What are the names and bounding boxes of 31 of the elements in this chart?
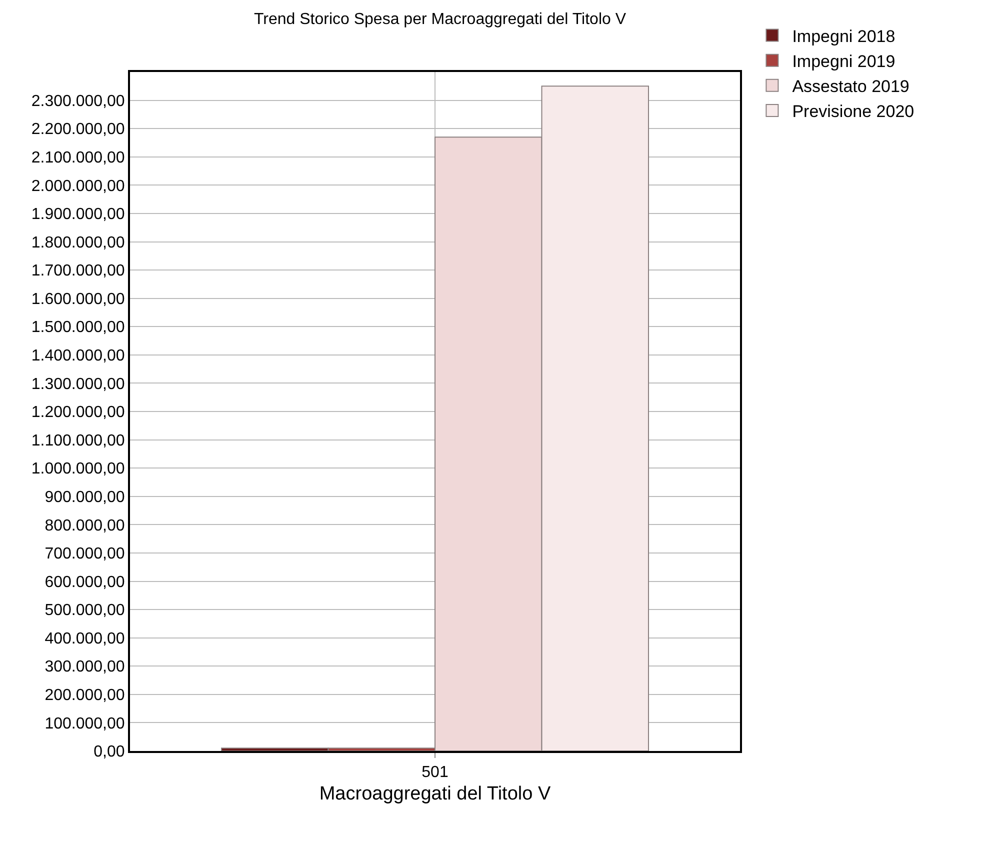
- y-tick-label: 100.000,00: [44, 715, 125, 732]
- y-tick-label: 200.000,00: [44, 687, 125, 704]
- y-tick-label: 2.300.000,00: [31, 92, 125, 110]
- y-tick-label: 1.300.000,00: [31, 376, 125, 393]
- y-tick-label: 400.000,00: [44, 630, 125, 648]
- x-tick-label: 501: [422, 764, 448, 782]
- y-tick-label: 2.000.000,00: [31, 178, 125, 195]
- y-tick-label: 1.700.000,00: [31, 262, 125, 280]
- y-tick-label: 0,00: [94, 744, 125, 761]
- y-tick-label: 500.000,00: [44, 602, 125, 620]
- y-tick-label: 2.100.000,00: [31, 149, 125, 166]
- y-tick-label: 1.600.000,00: [31, 290, 125, 308]
- y-tick-label: 700.000,00: [44, 546, 125, 563]
- y-tick-label: 800.000,00: [44, 517, 125, 534]
- legend-label: Impegni 2018: [792, 26, 896, 46]
- legend-label: Assestato 2019: [792, 77, 910, 96]
- y-tick-label: 1.200.000,00: [31, 404, 125, 422]
- x-axis-title: Macroaggregati del Titolo V: [319, 784, 551, 804]
- y-tick-label: 300.000,00: [44, 658, 125, 676]
- legend-label: Impegni 2019: [792, 52, 896, 71]
- y-tick-label: 1.800.000,00: [31, 234, 125, 252]
- y-tick-label: 1.100.000,00: [31, 432, 125, 450]
- y-tick-label: 1.000.000,00: [31, 460, 125, 478]
- y-tick-label: 2.200.000,00: [31, 121, 125, 138]
- legend-label: Previsione 2020: [792, 102, 914, 122]
- y-tick-label: 1.400.000,00: [31, 348, 125, 365]
- y-tick-label: 600.000,00: [44, 574, 125, 591]
- y-tick-label: 1.500.000,00: [31, 319, 125, 336]
- y-tick-label: 1.900.000,00: [31, 206, 125, 224]
- y-tick-label: 900.000,00: [44, 488, 125, 506]
- chart-title: Trend Storico Spesa per Macroaggregati del Titolo V: [254, 10, 626, 28]
